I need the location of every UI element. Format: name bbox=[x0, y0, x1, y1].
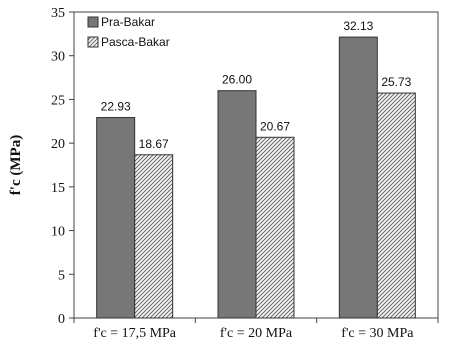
bar-pra-bakar bbox=[96, 117, 136, 319]
bar-pasca-bakar bbox=[255, 136, 295, 319]
legend-label: Pasca-Bakar bbox=[101, 35, 170, 49]
x-axis: f'c = 17,5 MPa f'c = 20 MPa f'c = 30 MPa bbox=[73, 318, 439, 341]
y-tick-label: 0 bbox=[58, 312, 65, 327]
legend-label: Pra-Bakar bbox=[101, 15, 155, 29]
y-tick-label: 15 bbox=[51, 181, 65, 196]
y-tick-label: 25 bbox=[51, 93, 65, 108]
data-label: 25.73 bbox=[381, 75, 411, 89]
y-axis-title: f'c (MPa) bbox=[8, 135, 24, 195]
data-label: 32.13 bbox=[343, 19, 373, 33]
bars: 22.93 26.00 32.13 18.67 20.67 25.73 bbox=[96, 19, 416, 319]
legend: Pra-Bakar Pasca-Bakar bbox=[87, 15, 170, 49]
bar-pra-bakar bbox=[338, 36, 378, 319]
x-category-label: f'c = 20 MPa bbox=[220, 326, 293, 341]
data-label: 22.93 bbox=[101, 100, 131, 114]
bar-pra-bakar bbox=[217, 90, 257, 319]
data-label: 20.67 bbox=[260, 119, 290, 133]
bar-pasca-bakar bbox=[376, 92, 416, 319]
data-label: 18.67 bbox=[139, 137, 169, 151]
y-tick-label: 35 bbox=[51, 6, 65, 21]
bar-pasca-bakar bbox=[134, 154, 174, 319]
y-tick-label: 10 bbox=[51, 225, 65, 240]
x-category-label: f'c = 30 MPa bbox=[341, 326, 414, 341]
y-tick-label: 30 bbox=[51, 50, 65, 65]
y-tick-label: 5 bbox=[58, 268, 65, 283]
x-category-label: f'c = 17,5 MPa bbox=[93, 326, 177, 341]
y-axis: 0 5 10 15 20 25 30 35 bbox=[51, 6, 74, 327]
data-label: 26.00 bbox=[222, 73, 252, 87]
legend-swatch bbox=[87, 16, 99, 28]
legend-swatch bbox=[87, 36, 99, 48]
y-tick-label: 20 bbox=[51, 137, 65, 152]
